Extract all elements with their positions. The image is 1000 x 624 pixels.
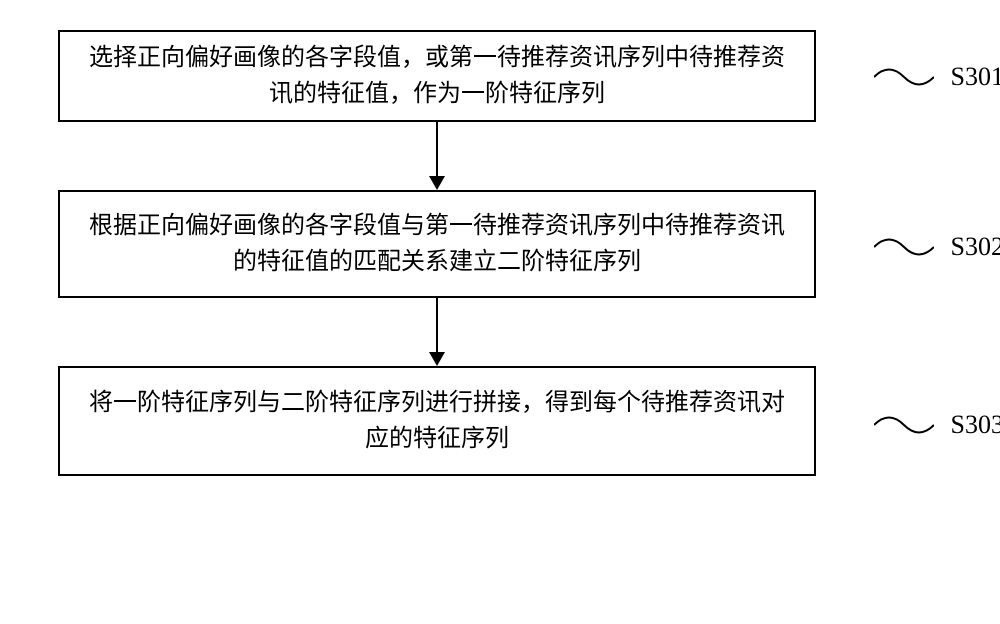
connector-curve-2	[874, 232, 934, 262]
flow-box-step1: 选择正向偏好画像的各字段值，或第一待推荐资讯序列中待推荐资 讯的特征值，作为一阶…	[58, 30, 816, 122]
step1-line1: 选择正向偏好画像的各字段值，或第一待推荐资讯序列中待推荐资	[89, 45, 785, 71]
step-label-2: S302	[951, 232, 1000, 262]
flow-text-step1: 选择正向偏好画像的各字段值，或第一待推荐资讯序列中待推荐资 讯的特征值，作为一阶…	[69, 40, 805, 112]
flow-box-step3: 将一阶特征序列与二阶特征序列进行拼接，得到每个待推荐资讯对 应的特征序列 S30…	[58, 366, 816, 476]
step-label-3: S303	[951, 410, 1000, 440]
step2-line2: 的特征值的匹配关系建立二阶特征序列	[233, 249, 641, 275]
arrow-2-to-3	[58, 298, 816, 366]
step2-line1: 根据正向偏好画像的各字段值与第一待推荐资讯序列中待推荐资讯	[89, 213, 785, 239]
flow-text-step3: 将一阶特征序列与二阶特征序列进行拼接，得到每个待推荐资讯对 应的特征序列	[69, 385, 805, 457]
step3-line2: 应的特征序列	[365, 426, 509, 452]
flow-text-step2: 根据正向偏好画像的各字段值与第一待推荐资讯序列中待推荐资讯 的特征值的匹配关系建…	[69, 208, 805, 280]
step-label-1: S301	[951, 62, 1000, 92]
flowchart-container: 选择正向偏好画像的各字段值，或第一待推荐资讯序列中待推荐资 讯的特征值，作为一阶…	[58, 30, 938, 476]
connector-curve-1	[874, 62, 934, 92]
arrow-1-to-2	[58, 122, 816, 190]
step3-line1: 将一阶特征序列与二阶特征序列进行拼接，得到每个待推荐资讯对	[89, 390, 785, 416]
step1-line2: 讯的特征值，作为一阶特征序列	[269, 81, 605, 107]
connector-curve-3	[874, 410, 934, 440]
flow-box-step2: 根据正向偏好画像的各字段值与第一待推荐资讯序列中待推荐资讯 的特征值的匹配关系建…	[58, 190, 816, 298]
